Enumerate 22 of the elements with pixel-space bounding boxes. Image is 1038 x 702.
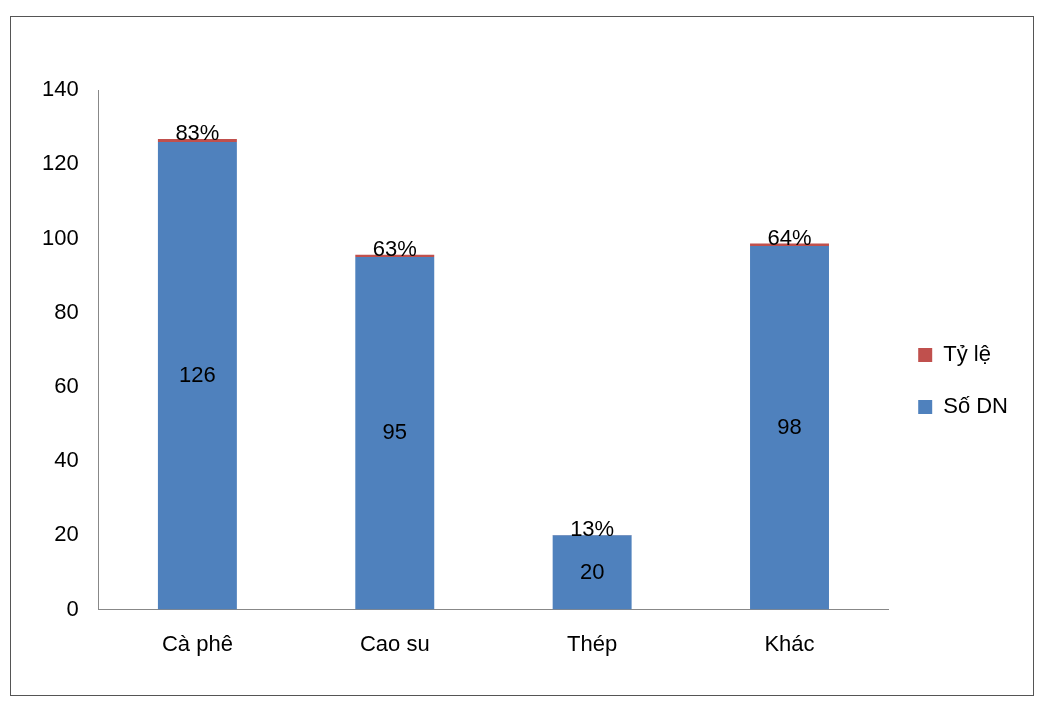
data-label: 20	[579, 558, 605, 584]
x-tick-label: Cà phê	[161, 630, 233, 656]
data-label: 83%	[175, 119, 220, 145]
data-label: 98	[777, 413, 802, 439]
y-tick-label: 20	[54, 521, 79, 547]
x-tick-label: Cao su	[359, 630, 430, 656]
y-tick-label: 100	[41, 224, 79, 250]
y-tick-label: 80	[54, 298, 79, 324]
legend-label: Số DN	[943, 393, 1008, 419]
x-tick-label: Khác	[764, 630, 815, 656]
data-label: 13%	[570, 515, 615, 541]
data-label: 126	[179, 361, 216, 387]
data-label: 63%	[372, 235, 417, 261]
y-tick-label: 60	[54, 372, 79, 398]
x-tick-label: Thép	[567, 630, 618, 656]
y-tick-label: 120	[41, 150, 79, 176]
y-tick-label: 40	[54, 447, 79, 473]
data-label: 64%	[767, 224, 812, 250]
legend-label: Tỷ lệ	[943, 341, 991, 367]
y-tick-label: 0	[66, 595, 79, 621]
data-label: 95	[382, 419, 408, 445]
y-tick-label: 140	[41, 76, 79, 102]
